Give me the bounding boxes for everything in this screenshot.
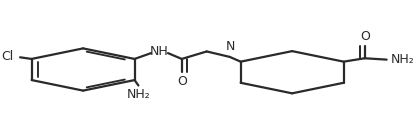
Text: O: O <box>360 30 369 43</box>
Text: N: N <box>226 40 236 53</box>
Text: NH₂: NH₂ <box>390 53 414 66</box>
Text: O: O <box>177 75 187 88</box>
Text: NH: NH <box>150 45 169 58</box>
Text: NH₂: NH₂ <box>126 88 150 101</box>
Text: Cl: Cl <box>1 50 13 63</box>
